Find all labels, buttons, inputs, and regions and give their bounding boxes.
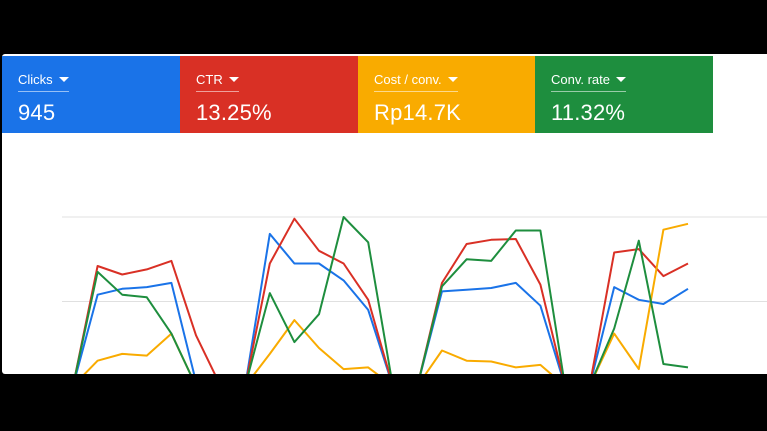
metric-tab-ctr[interactable]: CTR 13.25% bbox=[180, 56, 358, 133]
metric-tab-conversion-rate[interactable]: Conv. rate 11.32% bbox=[535, 56, 713, 133]
metric-label: CTR bbox=[196, 72, 223, 87]
line-chart-svg: Nov 1, 2020 bbox=[62, 216, 767, 374]
caret-down-icon[interactable] bbox=[616, 77, 627, 82]
metric-label: Clicks bbox=[18, 72, 53, 87]
metric-value: 13.25% bbox=[196, 100, 272, 125]
performance-chart: Nov 1, 2020 bbox=[2, 133, 767, 374]
metric-label: Cost / conv. bbox=[374, 72, 442, 87]
series-line-ctr bbox=[74, 217, 689, 374]
performance-card: Clicks 945 CTR 13.25% Cost / conv. Rp14.… bbox=[2, 54, 767, 374]
caret-down-icon[interactable] bbox=[447, 77, 458, 82]
series-line-clicks bbox=[75, 232, 689, 374]
metric-tab-cost-per-conversion[interactable]: Cost / conv. Rp14.7K bbox=[358, 56, 535, 133]
series-line-conv-rate bbox=[74, 216, 689, 374]
metric-value: 11.32% bbox=[551, 100, 626, 125]
metric-value: 945 bbox=[18, 100, 56, 125]
metric-label: Conv. rate bbox=[551, 72, 611, 87]
metric-tab-clicks[interactable]: Clicks 945 bbox=[2, 56, 180, 133]
metric-tabs: Clicks 945 CTR 13.25% Cost / conv. Rp14.… bbox=[2, 56, 713, 133]
caret-down-icon[interactable] bbox=[228, 77, 239, 82]
metric-value: Rp14.7K bbox=[374, 100, 462, 125]
caret-down-icon[interactable] bbox=[58, 77, 69, 82]
